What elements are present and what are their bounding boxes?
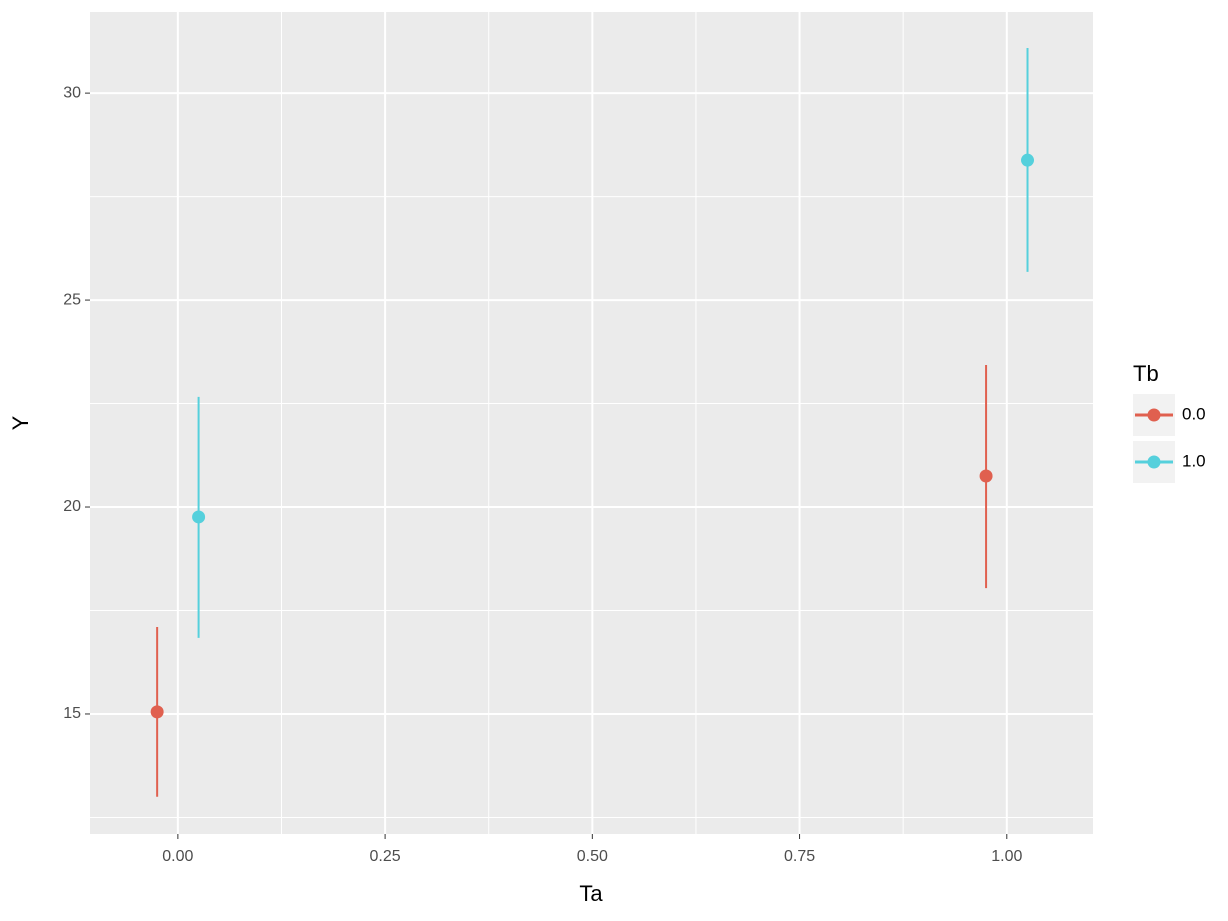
point <box>150 705 164 719</box>
x-tick-label: 0.00 <box>162 848 193 865</box>
legend-key-point <box>1147 408 1161 422</box>
y-tick-label: 25 <box>63 291 81 308</box>
y-axis-title: Y <box>8 415 33 430</box>
y-tick-label: 20 <box>63 498 81 515</box>
x-tick-label: 0.25 <box>370 848 401 865</box>
point <box>979 469 993 483</box>
x-tick-label: 0.75 <box>784 848 815 865</box>
point <box>1021 153 1035 167</box>
x-tick-label: 1.00 <box>991 848 1022 865</box>
legend-title: Tb <box>1133 361 1159 386</box>
legend-label: 0.0 <box>1182 404 1206 423</box>
x-tick-label: 0.50 <box>577 848 608 865</box>
y-tick-label: 30 <box>63 84 81 101</box>
point <box>192 510 206 524</box>
y-tick-label: 15 <box>63 705 81 722</box>
x-axis-title: Ta <box>579 881 603 906</box>
legend-label: 1.0 <box>1182 451 1206 470</box>
legend-key-point <box>1147 455 1161 469</box>
